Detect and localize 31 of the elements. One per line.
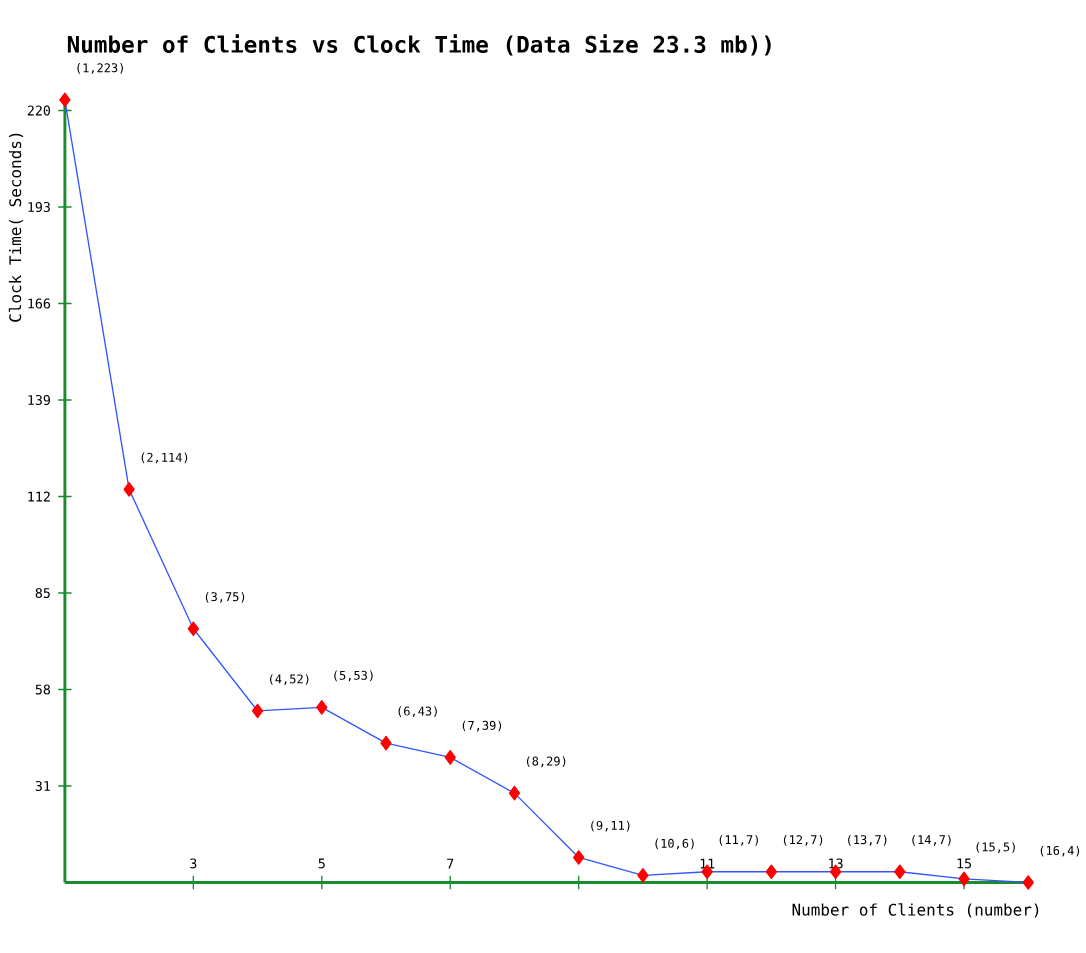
annotation: (4,52) bbox=[270, 673, 309, 685]
annotation: (9,11) bbox=[591, 820, 630, 832]
annotation: (1,223) bbox=[77, 62, 123, 74]
chart-title: Number of Clients vs Clock Time (Data Size 23.3 mb)) bbox=[67, 34, 771, 56]
annotation: (15,5) bbox=[976, 841, 1015, 853]
y-tick-label: 193 bbox=[28, 201, 50, 212]
x-tick-label: 3 bbox=[190, 858, 197, 869]
annotation: (7,39) bbox=[462, 720, 502, 732]
annotation: (10,6) bbox=[655, 838, 694, 850]
annotation: (16,4) bbox=[1040, 845, 1080, 857]
annotation: (3,75) bbox=[205, 591, 245, 603]
y-tick-label: 112 bbox=[28, 491, 50, 502]
y-tick-label: 139 bbox=[28, 394, 50, 405]
y-tick-label: 58 bbox=[35, 684, 51, 695]
y-tick-label: 220 bbox=[27, 105, 51, 116]
x-tick-label: 5 bbox=[318, 858, 325, 869]
y-tick-label: 31 bbox=[35, 780, 50, 791]
annotation: (11,7) bbox=[719, 834, 758, 846]
y-axis-title: Clock Time( Seconds) bbox=[8, 133, 24, 322]
y-tick-label: 166 bbox=[28, 298, 51, 309]
annotation: (8,29) bbox=[526, 756, 566, 767]
annotation: (2,114) bbox=[141, 452, 188, 464]
x-tick-label: 15 bbox=[957, 858, 971, 869]
y-tick-label: 85 bbox=[35, 587, 50, 598]
annotation: (6,43) bbox=[398, 706, 437, 717]
annotation: (5,53) bbox=[334, 670, 373, 682]
annotation: (12,7) bbox=[783, 834, 823, 846]
x-axis-title: Number of Clients (number) bbox=[792, 903, 1039, 918]
annotation: (14,7) bbox=[912, 834, 951, 846]
x-tick-label: 7 bbox=[447, 858, 454, 869]
annotation: (13,7) bbox=[848, 834, 887, 846]
